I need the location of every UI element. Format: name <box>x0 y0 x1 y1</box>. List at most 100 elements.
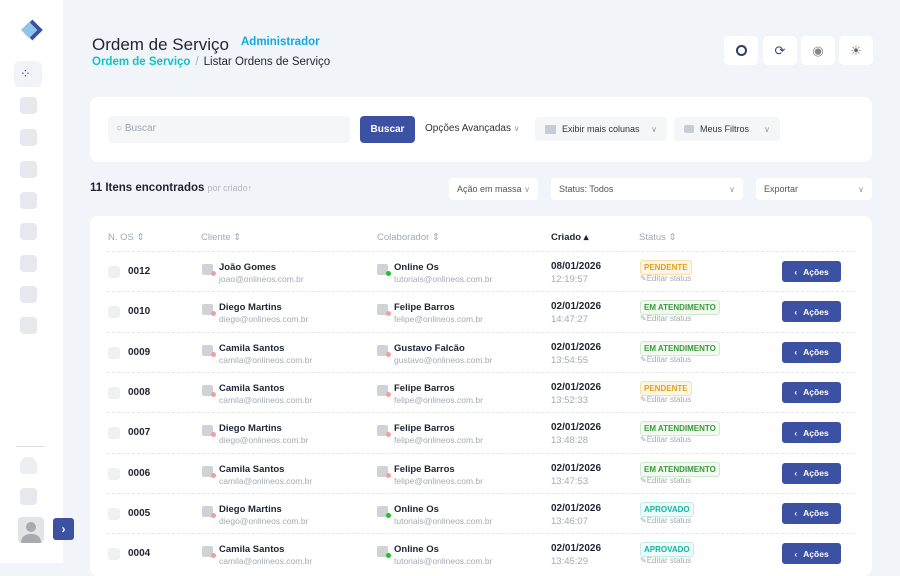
search-input[interactable]: ○ Buscar <box>108 116 350 143</box>
sidebar-divider <box>16 446 45 447</box>
sort-hint[interactable]: por criado↑ <box>207 183 253 193</box>
theme-button[interactable]: ☀ <box>839 36 873 65</box>
table-row: 0012 João Gomes joao@onlineos.com.br Onl… <box>107 251 854 291</box>
edit-status-link[interactable]: ✎Editar status <box>640 354 692 364</box>
actions-button[interactable]: ‹ Ações <box>782 502 841 524</box>
row-checkbox[interactable] <box>108 306 120 319</box>
columns-dropdown[interactable]: Exibir mais colunas ∨ <box>535 117 667 141</box>
actions-button[interactable]: ‹ Ações <box>782 543 841 565</box>
sidebar-item-calendar-icon[interactable] <box>20 129 37 146</box>
actions-button[interactable]: ‹ Ações <box>782 381 841 403</box>
sidebar-item-schedule-icon[interactable] <box>20 192 37 209</box>
chevron-down-icon: ∨ <box>729 184 735 194</box>
header-collab[interactable]: Colaborador ⇕ <box>377 232 440 243</box>
sidebar-item-contacts-icon[interactable] <box>20 317 37 334</box>
client-avatar-icon <box>202 304 213 316</box>
role-label: Administrador <box>241 36 320 48</box>
status-badge: APROVADO <box>640 542 694 558</box>
client-email: camila@onlineos.com.br <box>219 556 313 567</box>
pencil-icon: ✎ <box>640 435 647 445</box>
breadcrumb-current: Listar Ordens de Serviço <box>203 56 331 68</box>
collab-status-dot <box>386 311 391 317</box>
os-number[interactable]: 0008 <box>128 386 151 398</box>
table-row: 0007 Diego Martins diego@onlineos.com.br… <box>107 412 854 452</box>
chevron-left-icon: ‹ <box>794 306 798 317</box>
sidebar-item-cart-icon[interactable] <box>20 286 37 303</box>
client-name: Diego Martins <box>219 503 282 515</box>
os-number[interactable]: 0009 <box>128 346 151 358</box>
os-number[interactable]: 0007 <box>128 427 151 439</box>
actions-button[interactable]: ‹ Ações <box>782 422 841 444</box>
table-row: 0008 Camila Santos camila@onlineos.com.b… <box>107 371 854 412</box>
sidebar-item-checklist-icon[interactable] <box>20 161 37 178</box>
collab-email: gustavo@onlineos.com.br <box>394 354 493 365</box>
chevron-left-icon: ‹ <box>794 508 798 519</box>
os-number[interactable]: 0012 <box>128 266 151 277</box>
created-time: 12:19:57 <box>551 274 588 285</box>
row-checkbox[interactable] <box>108 507 120 520</box>
edit-status-link[interactable]: ✎Editar status <box>640 475 692 485</box>
edit-status-link[interactable]: ✎Editar status <box>640 314 692 324</box>
client-avatar-icon <box>202 384 213 396</box>
logo-icon <box>21 19 43 41</box>
created-date: 02/01/2026 <box>551 341 602 353</box>
search-submit-button[interactable]: Buscar <box>360 116 415 143</box>
row-checkbox[interactable] <box>108 266 120 278</box>
actions-button[interactable]: ‹ Ações <box>782 301 841 323</box>
count-label: 11 Itens encontrados <box>90 182 205 194</box>
header-client[interactable]: Cliente ⇕ <box>201 232 242 243</box>
export-select[interactable]: Exportar ∨ <box>756 178 872 200</box>
chevron-down-icon: ∨ <box>513 124 520 133</box>
sidebar-item-finance-icon[interactable] <box>20 255 37 272</box>
collab-avatar-icon <box>377 344 388 356</box>
client-email: camila@onlineos.com.br <box>219 394 313 405</box>
status-badge: EM ATENDIMENTO <box>640 340 720 356</box>
row-checkbox[interactable] <box>108 467 120 480</box>
os-number[interactable]: 0004 <box>128 548 151 560</box>
os-number[interactable]: 0010 <box>128 306 151 318</box>
results-count: 11 Itens encontrados por criado↑ <box>90 182 252 194</box>
edit-status-link[interactable]: ✎Editar status <box>640 435 692 445</box>
status-select[interactable]: Status: Todos ∨ <box>551 178 743 200</box>
sun-icon: ☀ <box>850 42 862 58</box>
status-badge: PENDENTE <box>640 380 692 396</box>
edit-status-link[interactable]: ✎Editar status <box>640 274 692 283</box>
actions-button[interactable]: ‹ Ações <box>782 462 841 484</box>
target-button[interactable]: ◉ <box>801 36 835 65</box>
row-checkbox[interactable] <box>108 427 120 440</box>
status-badge: PENDENTE <box>640 260 692 275</box>
os-number[interactable]: 0006 <box>128 467 151 479</box>
collab-name: Felipe Barros <box>394 423 455 435</box>
sidebar-item-edit-icon[interactable] <box>20 97 37 114</box>
edit-status-link[interactable]: ✎Editar status <box>640 556 692 566</box>
client-status-dot <box>211 432 216 438</box>
os-number[interactable]: 0005 <box>128 507 151 519</box>
edit-status-link[interactable]: ✎Editar status <box>640 515 692 525</box>
header-created[interactable]: Criado ▴ <box>551 232 589 243</box>
actions-button[interactable]: ‹ Ações <box>782 261 841 282</box>
actions-button[interactable]: ‹ Ações <box>782 341 841 363</box>
my-filters-dropdown[interactable]: Meus Filtros ∨ <box>674 117 780 141</box>
settings-icon[interactable] <box>20 488 37 505</box>
breadcrumb-root[interactable]: Ordem de Serviço <box>92 56 191 68</box>
sidebar-item-apps-icon[interactable] <box>20 223 37 240</box>
row-checkbox[interactable] <box>108 386 120 399</box>
sidebar-item-dashboard-icon[interactable]: ⁘ <box>20 66 31 81</box>
header-status[interactable]: Status ⇕ <box>639 232 677 243</box>
search-icon <box>735 45 747 56</box>
created-date: 02/01/2026 <box>551 502 602 514</box>
refresh-button[interactable]: ⟳ <box>763 36 797 65</box>
header-num[interactable]: N. OS ⇕ <box>108 232 145 243</box>
created-time: 13:54:55 <box>551 354 588 366</box>
avatar[interactable] <box>18 517 44 543</box>
edit-status-link[interactable]: ✎Editar status <box>640 394 692 404</box>
bulk-action-select[interactable]: Ação em massa ∨ <box>449 178 538 200</box>
advanced-options-dropdown[interactable]: Opções Avançadas ∨ <box>425 123 520 134</box>
row-checkbox[interactable] <box>108 548 120 561</box>
target-icon: ◉ <box>812 42 824 58</box>
bell-icon[interactable] <box>20 457 37 474</box>
client-avatar-icon <box>202 546 213 558</box>
expand-sidebar-button[interactable]: › <box>53 518 74 540</box>
search-button[interactable] <box>724 36 758 65</box>
row-checkbox[interactable] <box>108 346 120 359</box>
